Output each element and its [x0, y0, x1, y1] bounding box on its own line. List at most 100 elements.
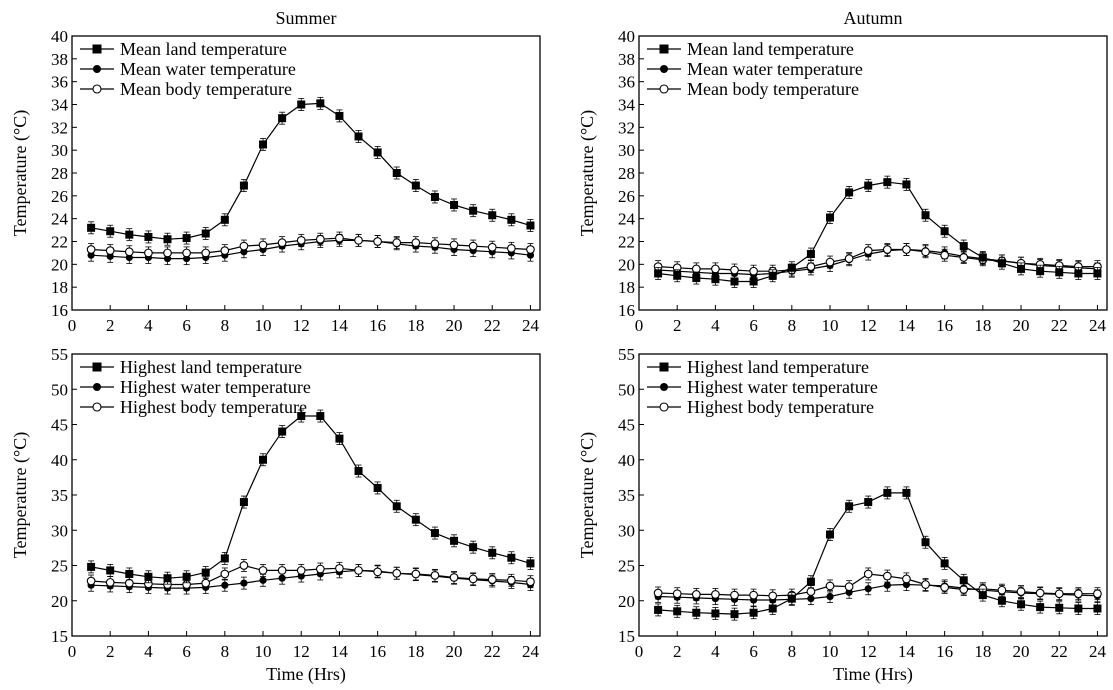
data-point-open: [882, 571, 892, 581]
y-tick-label: 32: [51, 118, 68, 137]
data-point-open: [1035, 588, 1045, 598]
data-point-square: [978, 591, 987, 600]
data-point-open: [296, 236, 306, 245]
x-tick-label: 18: [407, 642, 424, 661]
y-tick-label: 55: [618, 345, 635, 364]
data-point-open: [430, 239, 440, 249]
x-tick-label: 10: [255, 642, 272, 661]
data-point-square: [297, 412, 306, 421]
data-point-square: [450, 536, 459, 545]
data-point-open: [825, 581, 835, 591]
chart-panel-3: 0 2 4 6 8 10 12 14 16 18 20 22 24152025303540455055T…: [10, 345, 541, 685]
data-point-square: [711, 609, 720, 618]
data-point-open: [430, 571, 440, 580]
y-tick-label: 26: [51, 187, 68, 206]
series-line: [658, 181, 1098, 283]
x-tick-label: 14: [898, 642, 916, 661]
data-point-open: [844, 254, 854, 263]
data-point-filled: [221, 581, 229, 589]
data-point-square: [373, 148, 382, 157]
data-point-square: [1093, 604, 1102, 613]
data-point-square: [259, 140, 268, 149]
data-point-square: [883, 178, 892, 187]
series-open-circle: [653, 567, 1102, 603]
data-point-square: [1055, 603, 1064, 612]
data-point-open: [296, 566, 306, 575]
y-tick-label: 20: [51, 592, 68, 611]
data-point-square: [316, 99, 325, 108]
legend-marker-open: [92, 84, 102, 94]
y-tick-label: 45: [51, 416, 68, 435]
x-tick-label: 14: [331, 642, 349, 661]
y-tick-label: 34: [51, 96, 69, 115]
data-point-open: [144, 248, 153, 258]
y-tick-label: 20: [618, 255, 635, 274]
data-point-filled: [826, 592, 834, 601]
y-tick-label: 15: [618, 627, 635, 646]
y-tick-label: 30: [51, 521, 68, 540]
y-tick-label: 45: [618, 416, 635, 435]
x-tick-label: 6: [182, 642, 191, 661]
x-tick-label: 18: [974, 316, 991, 335]
data-point-square: [711, 275, 720, 284]
data-point-square: [259, 455, 268, 464]
data-point-square: [239, 181, 248, 190]
x-tick-label: 12: [293, 642, 310, 661]
y-tick-label: 20: [51, 255, 68, 274]
data-point-square: [978, 253, 987, 262]
series-open-circle: [653, 243, 1102, 278]
data-point-open: [86, 245, 96, 254]
x-tick-label: 0: [635, 316, 644, 335]
data-point-open: [506, 244, 516, 253]
data-point-open: [825, 257, 835, 267]
data-point-square: [392, 502, 401, 511]
data-point-open: [392, 238, 402, 247]
x-tick-label: 0: [68, 316, 77, 335]
x-tick-label: 8: [788, 642, 797, 661]
data-point-square: [354, 467, 363, 476]
data-point-open: [749, 590, 758, 600]
data-point-square: [806, 577, 815, 586]
data-point-square: [959, 242, 968, 251]
data-point-open: [959, 253, 969, 262]
series-line: [658, 573, 1098, 597]
legend-label: Mean land temperature: [120, 39, 287, 59]
data-point-square: [864, 181, 873, 190]
data-point-open: [526, 577, 535, 587]
data-point-square: [654, 605, 663, 614]
data-point-open: [124, 578, 134, 588]
x-tick-label: 22: [484, 642, 501, 661]
data-point-open: [315, 234, 325, 244]
x-tick-label: 16: [936, 316, 953, 335]
data-point-open: [449, 573, 459, 582]
x-tick-label: 0: [68, 642, 77, 661]
data-point-open: [730, 590, 739, 600]
legend-label: Highest land temperature: [120, 357, 302, 377]
y-tick-label: 55: [51, 345, 68, 364]
data-point-square: [430, 529, 439, 538]
data-point-square: [806, 250, 815, 259]
data-point-square: [201, 229, 210, 238]
legend-label: Mean water temperature: [120, 59, 296, 79]
y-tick-label: 16: [618, 301, 635, 320]
legend-label: Highest body temperature: [687, 397, 874, 417]
series-line: [658, 492, 1098, 615]
data-point-open: [806, 262, 816, 271]
data-point-square: [87, 562, 96, 571]
data-point-square: [692, 608, 701, 617]
x-tick-label: 20: [446, 316, 463, 335]
y-axis-label: Temperature (°C): [577, 110, 598, 236]
data-point-square: [335, 111, 344, 120]
data-point-open: [182, 248, 191, 258]
data-point-square: [654, 269, 663, 278]
data-point-filled: [807, 595, 815, 603]
data-point-square: [201, 568, 210, 577]
data-point-open: [373, 567, 382, 577]
data-point-square: [182, 234, 191, 243]
y-tick-label: 40: [618, 451, 635, 470]
series-open-circle: [86, 231, 535, 260]
data-point-open: [239, 241, 249, 251]
